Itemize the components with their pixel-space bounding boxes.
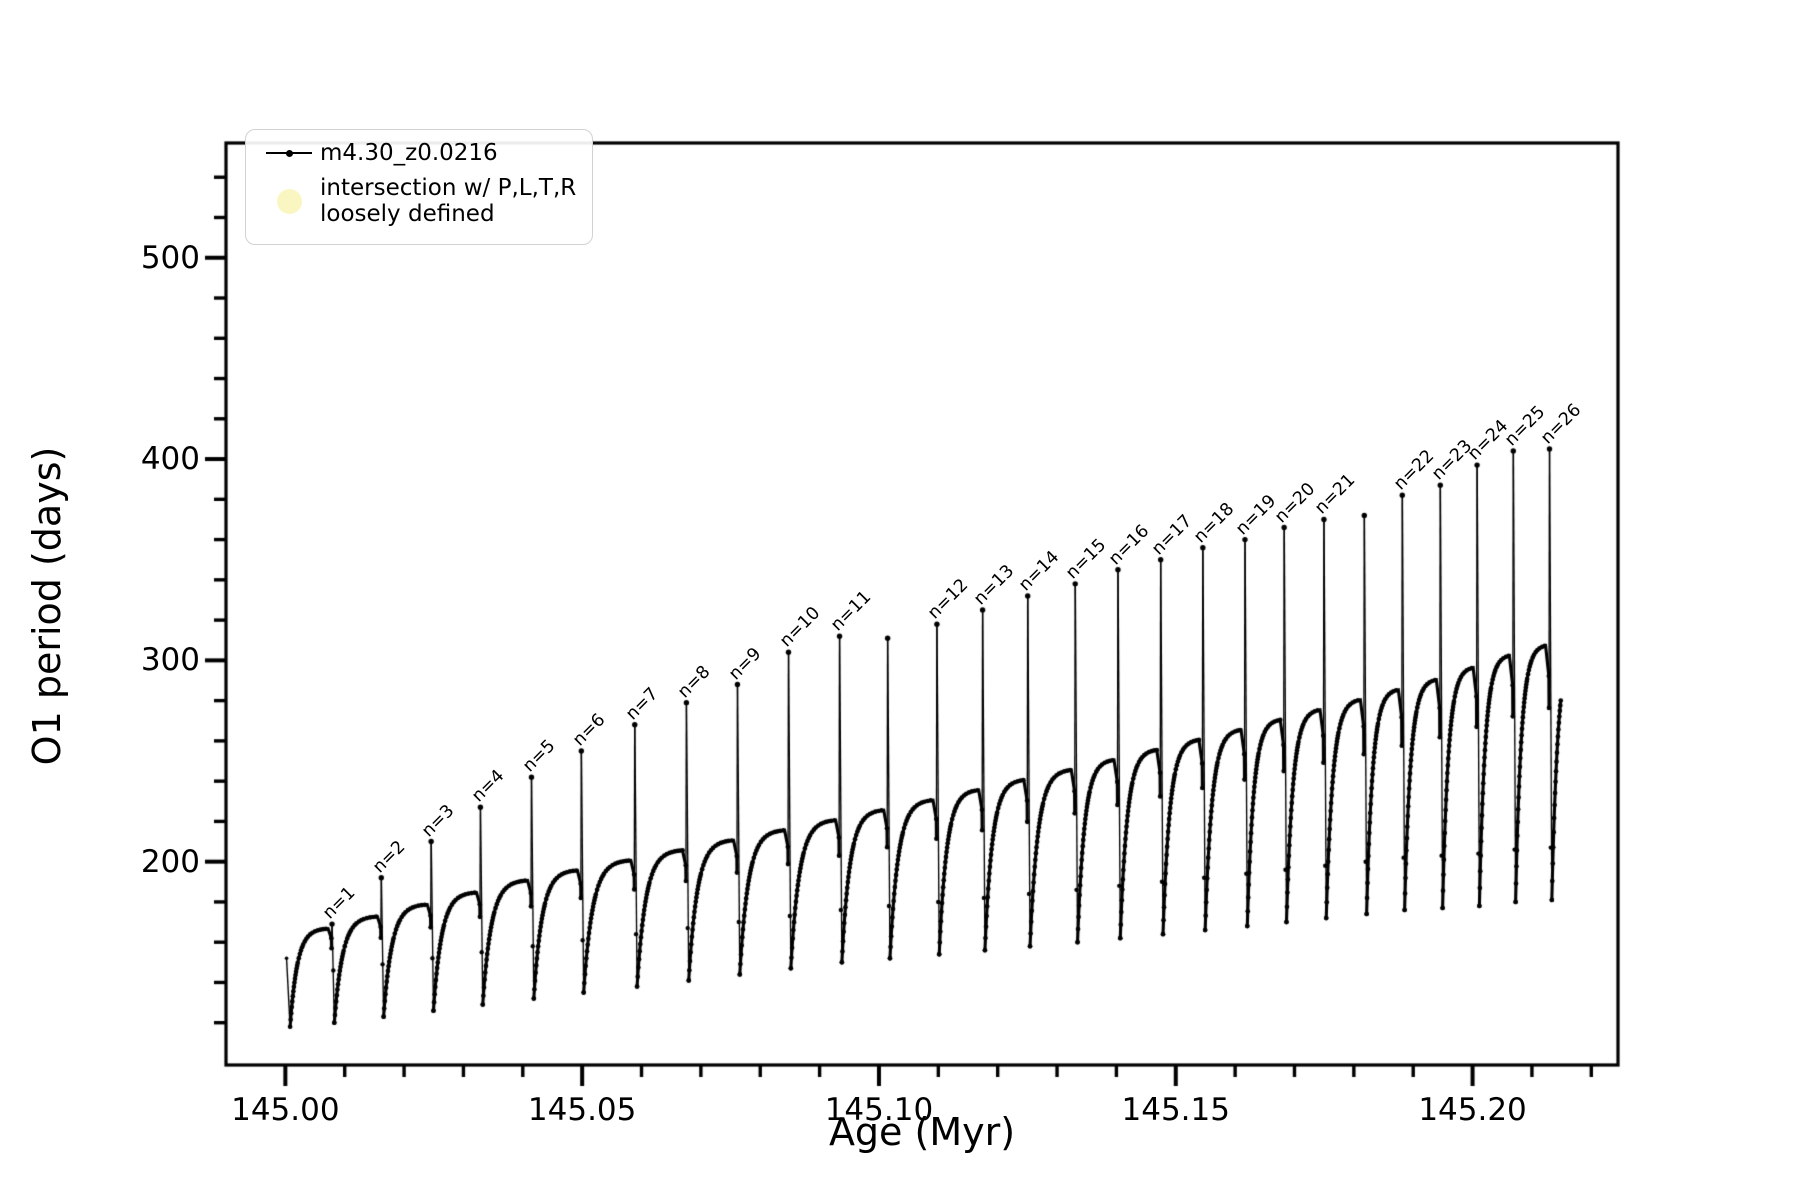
y-tick-label: 200	[140, 843, 200, 880]
line-marker-icon	[266, 149, 312, 157]
legend-label-series: m4.30_z0.0216	[320, 140, 498, 166]
x-tick-label: 145.10	[824, 1092, 934, 1128]
x-tick-label: 145.20	[1418, 1092, 1527, 1128]
y-tick-label: 300	[140, 642, 200, 679]
y-axis-label: O1 period (days)	[25, 446, 69, 766]
legend-label-intersection-line2: loosely defined	[320, 201, 495, 227]
legend-entry-intersection: intersection w/ P,L,T,R loosely defined	[258, 170, 582, 232]
x-tick-label: 145.00	[231, 1092, 340, 1128]
legend-entry-series: m4.30_z0.0216	[258, 136, 582, 170]
legend: m4.30_z0.0216 intersection w/ P,L,T,R lo…	[245, 129, 593, 245]
x-tick-label: 145.15	[1121, 1092, 1230, 1128]
y-tick-label: 400	[140, 441, 200, 478]
circle-marker-icon	[276, 188, 302, 214]
legend-label-intersection-line1: intersection w/ P,L,T,R	[320, 175, 577, 201]
x-tick-label: 145.05	[527, 1092, 637, 1128]
point-marker-icon	[286, 149, 293, 157]
x-axis-label: Age (Myr)	[828, 1110, 1016, 1154]
y-tick-label: 500	[140, 239, 200, 276]
